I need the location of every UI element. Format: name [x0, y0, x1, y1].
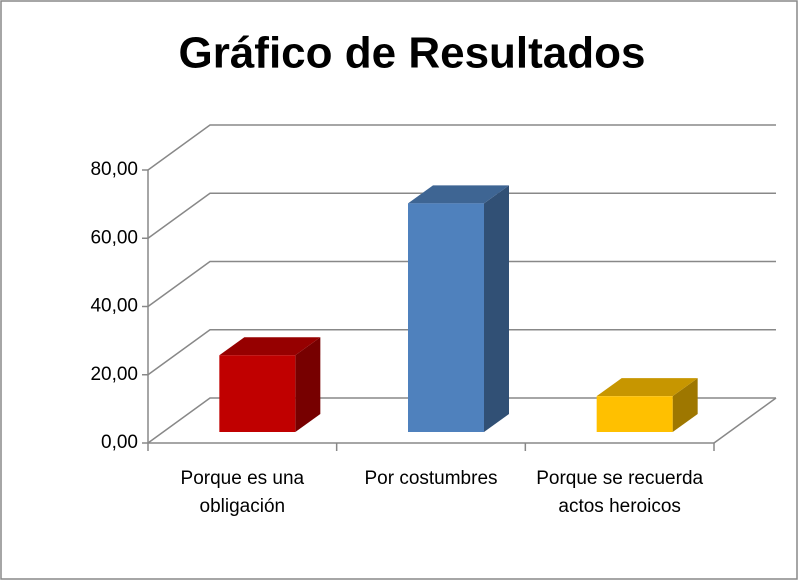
- y-tick-label: 40,00: [90, 296, 138, 317]
- bar-side: [484, 185, 509, 432]
- grid-line: [147, 329, 776, 376]
- y-tick-label: 60,00: [90, 227, 138, 248]
- grid-line: [147, 260, 776, 308]
- bar-side: [672, 378, 698, 432]
- bar-side: [295, 337, 321, 432]
- y-tick-label: 80,00: [90, 159, 138, 180]
- bar: [596, 396, 673, 432]
- bar: [408, 203, 484, 432]
- grid-line: [147, 397, 776, 444]
- x-tick-label: Porque se recuerda actos heroicos: [536, 468, 704, 517]
- bar: [219, 355, 296, 432]
- y-tick-label: 20,00: [90, 364, 138, 385]
- x-tick-label: Porque es una obligación: [180, 468, 305, 517]
- grid-line: [147, 124, 776, 171]
- y-tick-label: 0,00: [101, 432, 138, 453]
- bar-top: [408, 185, 509, 204]
- x-tick-label: Por costumbres: [364, 468, 498, 489]
- floor-edge: [713, 397, 777, 444]
- bar-top: [596, 378, 698, 397]
- bar-top: [219, 337, 321, 356]
- grid-line: [147, 192, 776, 239]
- chart-title: Gráfico de Resultados: [178, 29, 645, 78]
